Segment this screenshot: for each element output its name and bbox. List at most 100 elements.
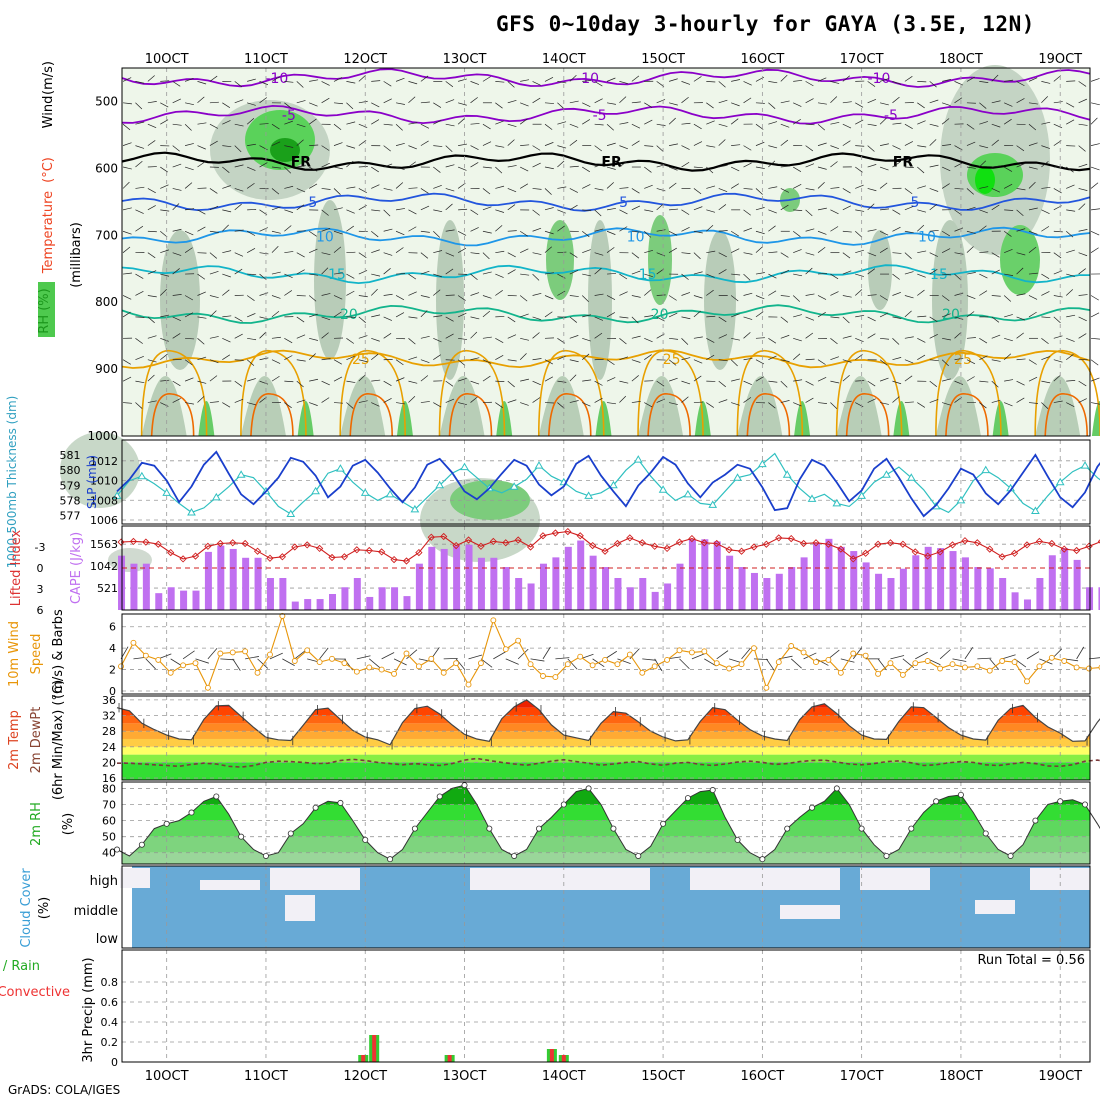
wind-speed-marker bbox=[924, 658, 931, 664]
li-marker bbox=[253, 547, 262, 555]
wind-barb bbox=[803, 652, 817, 660]
wind-barb bbox=[656, 252, 666, 257]
wind-barb bbox=[656, 99, 666, 104]
rh-color-band bbox=[122, 852, 1090, 864]
li-marker bbox=[849, 555, 857, 563]
wind-barb bbox=[842, 270, 852, 275]
wind-barb bbox=[383, 163, 393, 168]
wind-barb bbox=[904, 295, 914, 299]
wind-barbs-axis-label: (m/s) & Barbs bbox=[51, 609, 66, 699]
wind-barb bbox=[408, 226, 417, 232]
wind-barb bbox=[681, 226, 690, 232]
wind-barb bbox=[991, 204, 1000, 211]
wind-barb bbox=[458, 102, 467, 106]
wind-barb bbox=[122, 166, 132, 170]
wind-barb bbox=[470, 81, 480, 85]
wind-barb bbox=[581, 295, 589, 302]
li-marker bbox=[477, 542, 485, 550]
wind-barb bbox=[532, 162, 541, 168]
wind-barb bbox=[966, 188, 974, 195]
wind-barb bbox=[532, 209, 540, 216]
wind-barb bbox=[892, 122, 902, 125]
wind-barb bbox=[706, 145, 716, 148]
wind-barb bbox=[594, 228, 604, 232]
wind-barb bbox=[333, 123, 342, 131]
wind-barb bbox=[445, 145, 453, 153]
wind-barb bbox=[731, 273, 741, 276]
cape-bar bbox=[242, 557, 250, 610]
wind-speed-marker bbox=[378, 666, 385, 673]
wind-barb bbox=[879, 247, 888, 253]
wind-barb bbox=[594, 267, 602, 275]
wind-barb bbox=[1016, 98, 1025, 104]
wind-barb bbox=[395, 166, 405, 170]
rh-contour-area bbox=[270, 138, 300, 162]
li-marker bbox=[688, 534, 696, 543]
temp-color-band bbox=[122, 738, 1090, 747]
wind-barb bbox=[656, 229, 666, 232]
cape-bar bbox=[813, 543, 821, 610]
wind-barb bbox=[805, 293, 815, 296]
wind-barb bbox=[532, 188, 542, 190]
time-tick-label-top: 15OCT bbox=[641, 52, 685, 67]
wind-speed-marker bbox=[440, 669, 447, 676]
wind-speed-marker bbox=[887, 660, 894, 667]
precip-tick-label: 0.6 bbox=[101, 996, 119, 1009]
wind-barb bbox=[867, 188, 877, 192]
wind-tick-label: 4 bbox=[109, 642, 116, 655]
li-marker bbox=[266, 554, 274, 562]
wind-barb bbox=[569, 335, 579, 339]
li-tick-label: 0 bbox=[37, 562, 44, 575]
wind-barb bbox=[507, 316, 516, 323]
wind-barb bbox=[197, 356, 207, 361]
temperature-contour-label: FR bbox=[893, 155, 914, 171]
rh-marker bbox=[138, 841, 145, 848]
wind-barb bbox=[222, 102, 231, 108]
wind-barb bbox=[309, 144, 319, 146]
wind-barb bbox=[606, 207, 616, 211]
wind-barb bbox=[333, 311, 342, 318]
temperature-axis-label: Temperature bbox=[41, 191, 56, 274]
wind-barb bbox=[805, 397, 814, 403]
wind-barb bbox=[644, 273, 653, 278]
rh-marker bbox=[809, 804, 816, 811]
wind-barb bbox=[1053, 400, 1063, 403]
wind-barb bbox=[790, 658, 802, 669]
wind-barb bbox=[1028, 142, 1038, 146]
slp-axis-label: SLP (mb) bbox=[85, 455, 99, 509]
li-marker bbox=[1035, 537, 1044, 546]
wind-barb bbox=[284, 251, 294, 254]
wind-barb bbox=[917, 185, 927, 189]
cape-bar bbox=[825, 538, 833, 610]
wind-barb bbox=[259, 81, 269, 86]
li-marker bbox=[986, 545, 994, 553]
li-marker bbox=[998, 553, 1006, 561]
wind-barb bbox=[778, 655, 793, 660]
wind-barb bbox=[1053, 123, 1063, 129]
wind-barb bbox=[160, 249, 169, 254]
wind-barb bbox=[582, 402, 591, 407]
wind-barb bbox=[135, 273, 144, 279]
wind-barb bbox=[793, 184, 802, 189]
wind-barb bbox=[445, 398, 455, 403]
thickness-marker bbox=[336, 464, 345, 472]
cloud-axis-label: Cloud Cover bbox=[19, 868, 34, 948]
wind-barb bbox=[656, 145, 664, 152]
wind-barb bbox=[383, 252, 393, 256]
cape-bar bbox=[341, 587, 349, 610]
li-marker bbox=[452, 541, 460, 550]
slp-tick-label: 1008 bbox=[90, 494, 118, 507]
wind-barb bbox=[619, 161, 627, 168]
rh-marker bbox=[387, 856, 394, 863]
wind-barb bbox=[929, 164, 939, 168]
wind-barb bbox=[247, 313, 256, 318]
wind-barb bbox=[234, 398, 244, 403]
wind-barb bbox=[371, 209, 381, 212]
wind-barb bbox=[184, 77, 194, 82]
wind-barb bbox=[904, 123, 913, 130]
wind-barb bbox=[741, 647, 751, 660]
wind-barb bbox=[197, 209, 206, 215]
wind-speed-marker bbox=[937, 665, 944, 672]
wind-barb bbox=[482, 359, 492, 364]
thickness-marker bbox=[584, 491, 593, 499]
